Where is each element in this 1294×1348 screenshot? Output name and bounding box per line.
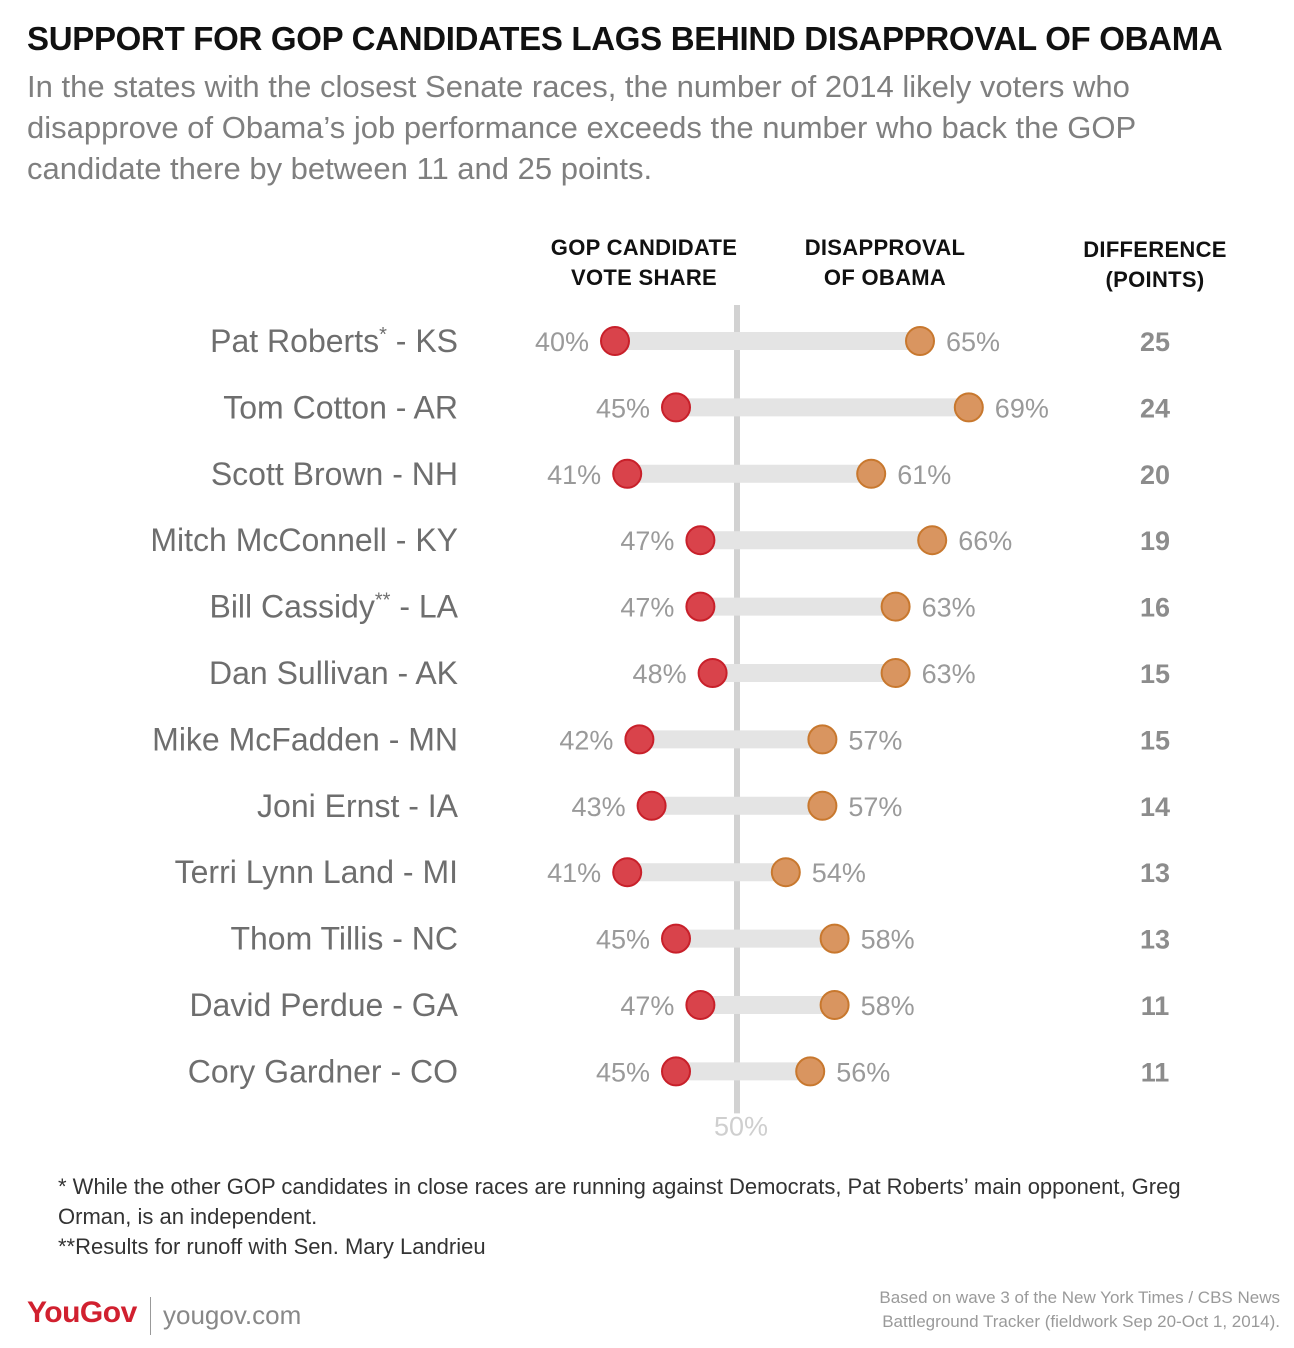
gop-dot	[697, 658, 728, 688]
difference-value: 15	[1140, 725, 1170, 755]
difference-value: 11	[1141, 1057, 1170, 1087]
gop-dot	[685, 591, 716, 622]
candidate-label: Cory Gardner - CO	[188, 1053, 458, 1089]
disapproval-dot	[819, 990, 850, 1020]
gop-value-label: 41%	[547, 858, 601, 888]
source-note: Based on wave 3 of the New York Times / …	[660, 1286, 1280, 1334]
difference-value: 16	[1140, 593, 1170, 623]
candidate-label: Pat Roberts* - KS	[210, 323, 458, 359]
disapproval-dot	[880, 591, 911, 622]
reference-line-label: 50%	[714, 1111, 768, 1141]
disapproval-value-label: 58%	[861, 991, 915, 1021]
disapproval-dot	[807, 790, 838, 821]
difference-value: 25	[1140, 327, 1170, 357]
disapproval-dot	[856, 458, 887, 489]
disapproval-value-label: 58%	[861, 925, 915, 955]
gop-dot	[661, 923, 691, 954]
candidate-label: Bill Cassidy** - LA	[209, 589, 458, 625]
difference-value: 20	[1140, 460, 1170, 490]
disapproval-value-label: 63%	[922, 659, 976, 689]
header-dis-line2: OF OBAMA	[823, 265, 947, 290]
header-gop-vote-share: GOP CANDIDATE VOTE SHARE	[524, 233, 764, 293]
disapproval-dot	[795, 1056, 826, 1087]
disapproval-dot	[880, 658, 911, 688]
gop-dot	[661, 1056, 691, 1087]
dumbbell-chart: Pat Roberts* - KS 40% 65% 25 Tom Cotton - AR…	[150, 305, 1170, 1141]
disapproval-value-label: 65%	[946, 327, 1000, 357]
yougov-site-link[interactable]: yougov.com	[163, 1300, 302, 1330]
gop-dot	[636, 790, 667, 821]
gop-value-label: 40%	[535, 327, 589, 357]
difference-value: 14	[1140, 792, 1170, 822]
chart-title: SUPPORT FOR GOP CANDIDATES LAGS BEHIND D…	[27, 20, 1223, 57]
gop-dot	[661, 392, 691, 423]
candidate-label: Scott Brown - NH	[211, 456, 458, 492]
difference-value: 11	[1141, 991, 1170, 1021]
yougov-logo: YouGov	[27, 1296, 137, 1329]
gop-value-label: 41%	[547, 460, 601, 490]
candidate-label: David Perdue - GA	[189, 987, 458, 1023]
disapproval-value-label: 54%	[812, 858, 866, 888]
gop-dot	[685, 525, 716, 556]
logo-divider	[150, 1297, 151, 1335]
gop-value-label: 45%	[596, 393, 650, 423]
disapproval-value-label: 63%	[922, 593, 976, 623]
gop-dot	[600, 326, 630, 356]
gop-value-label: 47%	[620, 593, 674, 623]
candidate-label: Mitch McConnell - KY	[150, 522, 458, 558]
header-gop-line1: GOP CANDIDATE	[550, 235, 738, 260]
header-gop-line2: VOTE SHARE	[570, 265, 718, 290]
gop-dot	[685, 990, 716, 1020]
disapproval-value-label: 61%	[897, 460, 951, 490]
difference-value: 19	[1140, 526, 1170, 556]
candidate-label: Joni Ernst - IA	[257, 788, 459, 824]
gop-dot	[612, 857, 643, 888]
gop-value-label: 47%	[620, 991, 674, 1021]
gop-value-label: 48%	[633, 659, 687, 689]
header-difference: DIFFERENCE (POINTS)	[1060, 235, 1250, 295]
gop-value-label: 45%	[596, 925, 650, 955]
disapproval-value-label: 69%	[995, 393, 1049, 423]
candidate-label: Tom Cotton - AR	[223, 389, 458, 425]
gop-value-label: 47%	[620, 526, 674, 556]
footnote-roberts: * While the other GOP candidates in clos…	[58, 1174, 1181, 1229]
disapproval-dot	[807, 724, 838, 755]
candidate-label: Dan Sullivan - AK	[209, 655, 458, 691]
disapproval-dot	[917, 525, 948, 556]
disapproval-dot	[770, 857, 801, 888]
gop-dot	[612, 458, 643, 489]
difference-value: 15	[1140, 659, 1170, 689]
source-line1: Based on wave 3 of the New York Times / …	[879, 1288, 1280, 1307]
disapproval-value-label: 57%	[848, 792, 902, 822]
disapproval-value-label: 66%	[958, 526, 1012, 556]
source-line2: Battleground Tracker (fieldwork Sep 20-O…	[882, 1312, 1280, 1331]
gop-value-label: 43%	[572, 792, 626, 822]
candidate-label: Terri Lynn Land - MI	[175, 854, 458, 890]
gop-value-label: 45%	[596, 1057, 650, 1087]
disapproval-dot	[819, 923, 850, 954]
disapproval-dot	[953, 392, 984, 423]
difference-value: 13	[1140, 858, 1170, 888]
candidate-label: Mike McFadden - MN	[152, 721, 458, 757]
difference-value: 24	[1140, 393, 1170, 423]
chart-subtitle: In the states with the closest Senate ra…	[27, 69, 1136, 186]
disapproval-value-label: 57%	[848, 725, 902, 755]
disapproval-value-label: 56%	[836, 1057, 890, 1087]
header-disapproval: DISAPPROVAL OF OBAMA	[770, 233, 1000, 293]
gop-dot	[624, 724, 655, 755]
header-diff-line1: DIFFERENCE	[1083, 237, 1227, 262]
candidate-label: Thom Tillis - NC	[230, 921, 458, 957]
footnote-cassidy: **Results for runoff with Sen. Mary Land…	[58, 1234, 486, 1259]
disapproval-dot	[905, 326, 935, 356]
header-dis-line1: DISAPPROVAL	[804, 235, 966, 260]
header-diff-line2: (POINTS)	[1105, 267, 1205, 292]
difference-value: 13	[1140, 925, 1170, 955]
gop-value-label: 42%	[559, 725, 613, 755]
